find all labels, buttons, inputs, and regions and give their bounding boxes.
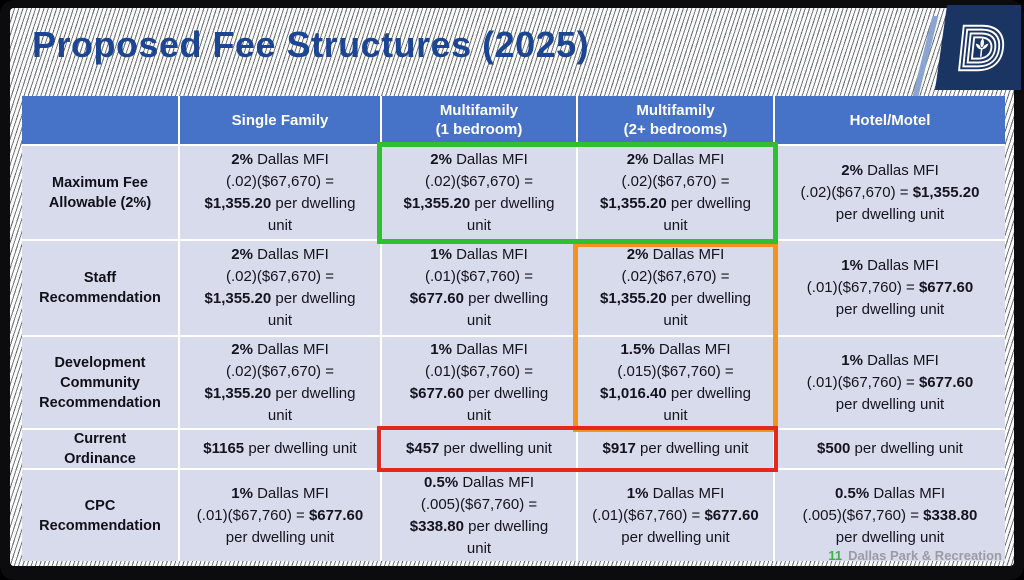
col-header-multifamily-2br: Multifamily (2+ bedrooms) <box>578 96 773 144</box>
row-header-cpc: CPC Recommendation <box>22 470 178 561</box>
cell-cpc-multifamily-2br: 1% Dallas MFI (.01)($67,760) = $677.60 per… <box>578 470 773 561</box>
cell-current-multifamily-2br: $917 per dwelling unit <box>578 430 773 468</box>
slide-footer: 11 Dallas Park & Recreation <box>828 548 1002 563</box>
row-header-development: Development Community Recommendation <box>22 337 178 428</box>
cell-current-hotel-motel: $500 per dwelling unit <box>775 430 1005 468</box>
cell-dev-hotel-motel: 1% Dallas MFI (.01)($67,760) = $677.60 per… <box>775 337 1005 428</box>
row-header-maximum-fee: Maximum Fee Allowable (2%) <box>22 146 178 239</box>
cell-cpc-multifamily-1br: 0.5% Dallas MFI (.005)($67,760) = $338.80 … <box>382 470 576 561</box>
cell-maxfee-multifamily-2br: 2% Dallas MFI (.02)($67,670) = $1,355.20 p… <box>578 146 773 239</box>
cell-maxfee-single-family: 2% Dallas MFI (.02)($67,670) = $1,355.20 p… <box>180 146 380 239</box>
col-header-single-family: Single Family <box>180 96 380 144</box>
page-number: 11 <box>828 548 843 563</box>
logo-diagonal-stripe <box>911 16 939 100</box>
cell-cpc-hotel-motel: 0.5% Dallas MFI (.005)($67,760) = $338.80… <box>775 470 1005 561</box>
cell-cpc-single-family: 1% Dallas MFI (.01)($67,760) = $677.60 per… <box>180 470 380 561</box>
fee-table: Single Family Multifamily (1 bedroom) Mu… <box>22 96 1005 561</box>
cell-dev-multifamily-2br: 1.5% Dallas MFI (.015)($67,760) = $1,016.4… <box>578 337 773 428</box>
col-header-hotel-motel: Hotel/Motel <box>775 96 1005 144</box>
footer-org: Dallas Park & Recreation <box>848 548 1002 563</box>
row-header-current-ordinance: Current Ordinance <box>22 430 178 468</box>
col-header-blank <box>22 96 178 144</box>
row-header-staff: Staff Recommendation <box>22 241 178 335</box>
dallas-d-icon <box>958 24 1005 71</box>
fee-grid: Single Family Multifamily (1 bedroom) Mu… <box>22 96 1005 561</box>
page-title: Proposed Fee Structures (2025) <box>32 24 590 65</box>
cell-staff-multifamily-2br: 2% Dallas MFI (.02)($67,670) = $1,355.20 p… <box>578 241 773 335</box>
col-header-multifamily-1br: Multifamily (1 bedroom) <box>382 96 576 144</box>
cell-maxfee-multifamily-1br: 2% Dallas MFI (.02)($67,670) = $1,355.20 p… <box>382 146 576 239</box>
cell-dev-single-family: 2% Dallas MFI (.02)($67,670) = $1,355.20 p… <box>180 337 380 428</box>
cell-staff-multifamily-1br: 1% Dallas MFI (.01)($67,760) = $677.60 per… <box>382 241 576 335</box>
slide: Proposed Fee Structures (2025) <box>10 5 1021 566</box>
dallas-logo <box>935 5 1021 90</box>
cell-staff-hotel-motel: 1% Dallas MFI (.01)($67,760) = $677.60 per… <box>775 241 1005 335</box>
cell-maxfee-hotel-motel: 2% Dallas MFI (.02)($67,670) = $1,355.20 p… <box>775 146 1005 239</box>
cell-dev-multifamily-1br: 1% Dallas MFI (.01)($67,760) = $677.60 per… <box>382 337 576 428</box>
cell-staff-single-family: 2% Dallas MFI (.02)($67,670) = $1,355.20 p… <box>180 241 380 335</box>
cell-current-multifamily-1br: $457 per dwelling unit <box>382 430 576 468</box>
cell-current-single-family: $1165 per dwelling unit <box>180 430 380 468</box>
